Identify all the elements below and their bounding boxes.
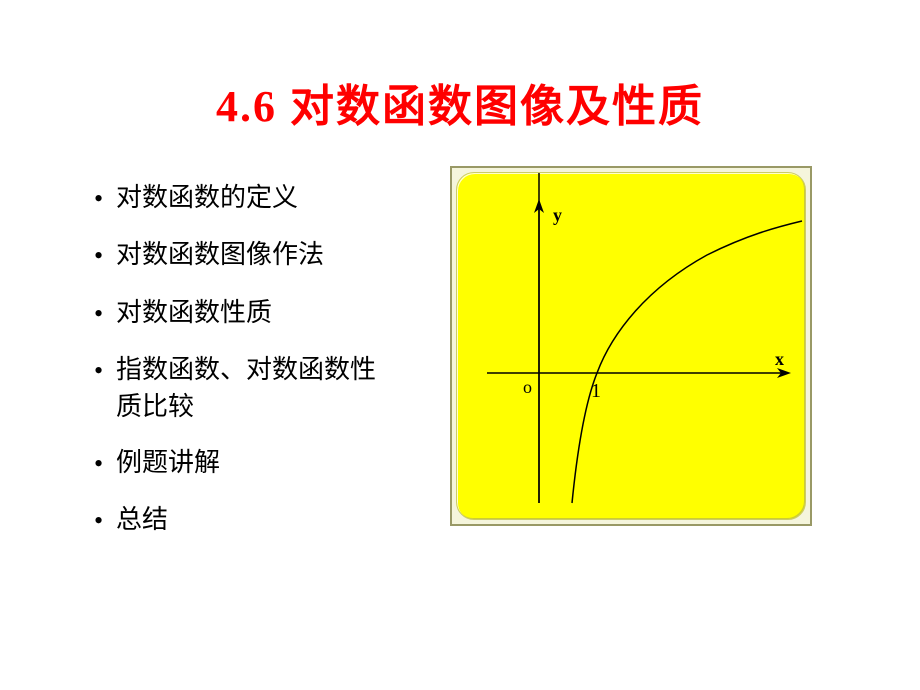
chart-svg: y x o 1 (457, 173, 807, 521)
log-chart: y x o 1 (456, 172, 806, 520)
title-number: 4.6 (216, 82, 277, 131)
list-item: • 总结 (94, 502, 400, 539)
list-item: • 例题讲解 (94, 445, 400, 482)
chart-frame: y x o 1 (450, 166, 812, 526)
bullet-icon: • (94, 238, 108, 274)
content-row: • 对数函数的定义 • 对数函数图像作法 • 对数函数性质 • 指数函数、对数函… (50, 172, 870, 560)
list-item: • 对数函数性质 (94, 295, 400, 332)
bullet-icon: • (94, 353, 108, 389)
bullet-text: 总结 (116, 502, 400, 538)
bullet-text: 指数函数、对数函数性质比较 (116, 352, 400, 425)
bullet-icon: • (94, 296, 108, 332)
x-axis-label: x (775, 349, 784, 369)
bullet-text: 对数函数性质 (116, 295, 400, 331)
bullet-text: 例题讲解 (116, 445, 400, 481)
bullet-list: • 对数函数的定义 • 对数函数图像作法 • 对数函数性质 • 指数函数、对数函… (50, 172, 400, 560)
tick-1-label: 1 (591, 380, 601, 402)
page-title: 4.6 对数函数图像及性质 (50, 70, 870, 134)
list-item: • 对数函数的定义 (94, 180, 400, 217)
slide: 4.6 对数函数图像及性质 • 对数函数的定义 • 对数函数图像作法 • 对数函… (0, 0, 920, 690)
log-curve (572, 221, 802, 503)
origin-label: o (523, 377, 532, 397)
bullet-icon: • (94, 503, 108, 539)
title-text: 对数函数图像及性质 (290, 82, 704, 131)
y-axis-label: y (553, 205, 562, 225)
bullet-text: 对数函数的定义 (116, 180, 400, 216)
bullet-icon: • (94, 181, 108, 217)
list-item: • 对数函数图像作法 (94, 237, 400, 274)
chart-container: y x o 1 (450, 166, 812, 526)
bullet-text: 对数函数图像作法 (116, 237, 400, 273)
bullet-icon: • (94, 446, 108, 482)
list-item: • 指数函数、对数函数性质比较 (94, 352, 400, 425)
